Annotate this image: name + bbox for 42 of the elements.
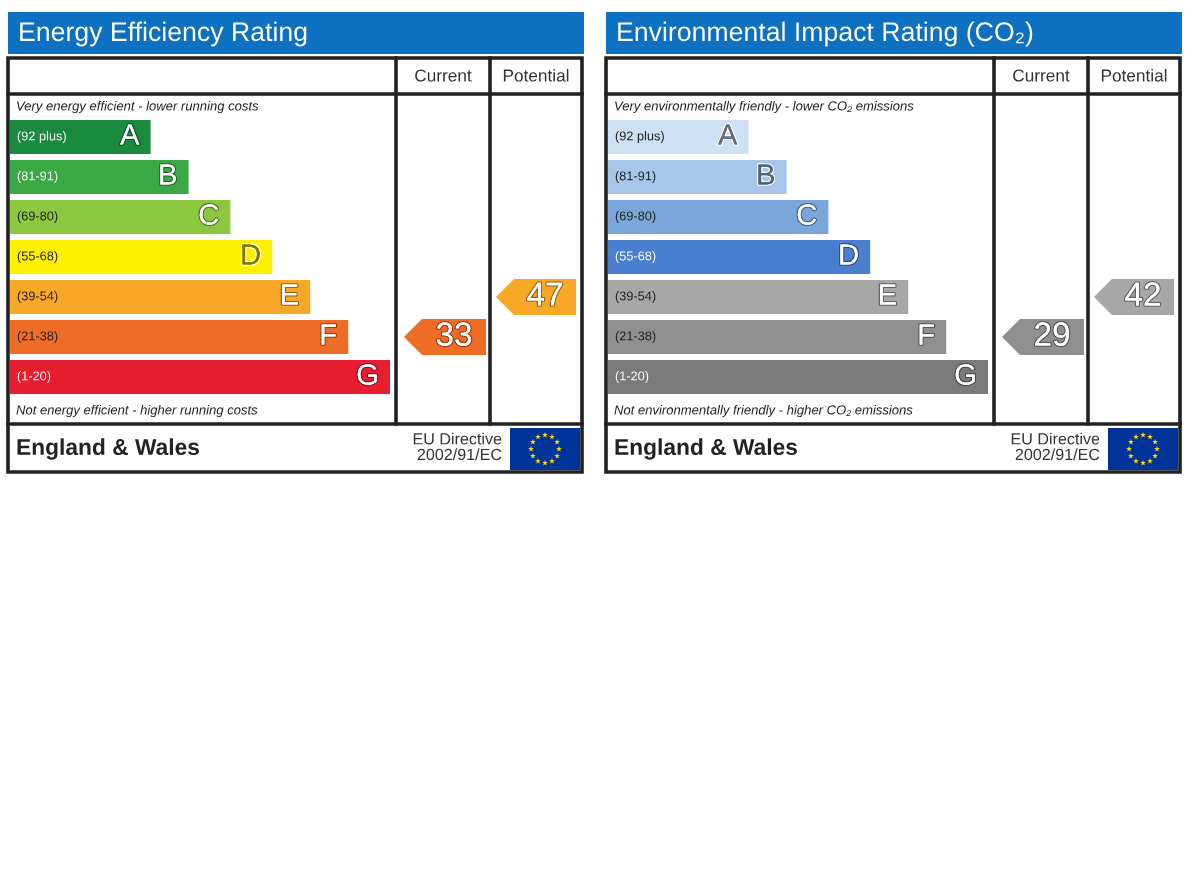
text: EU Directive 2002/91/EC bbox=[413, 432, 502, 461]
y2-tick-label: B bbox=[160, 164, 176, 185]
y2-tick-label: C bbox=[797, 204, 817, 225]
chart-title: Energy Efficiency Rating bbox=[20, 21, 307, 47]
bar bbox=[10, 280, 311, 314]
bar bbox=[10, 240, 273, 274]
bar bbox=[608, 280, 909, 314]
bar bbox=[10, 320, 349, 354]
text: EU Directive 2002/91/EC bbox=[1011, 432, 1100, 461]
y2-tick-label: F bbox=[919, 324, 934, 345]
text: England & Wales bbox=[17, 438, 199, 460]
bar bbox=[10, 160, 189, 194]
bar bbox=[608, 320, 947, 354]
y2-tick-label: G bbox=[955, 364, 975, 385]
bar bbox=[608, 360, 988, 394]
bar bbox=[608, 240, 871, 274]
bar bbox=[608, 120, 749, 154]
y2-tick-label: A bbox=[120, 124, 140, 145]
y2-tick-label: F bbox=[321, 324, 336, 345]
bar bbox=[10, 360, 390, 394]
text: Potential bbox=[1101, 68, 1167, 82]
bar bbox=[608, 160, 787, 194]
text: Current bbox=[415, 69, 472, 82]
y2-tick-label: C bbox=[199, 204, 219, 225]
y2-tick-label: D bbox=[840, 244, 858, 265]
bar bbox=[608, 200, 829, 234]
bar bbox=[10, 120, 151, 154]
y2-tick-label: D bbox=[242, 244, 260, 265]
text: 29 bbox=[1035, 322, 1069, 346]
y2-tick-label: E bbox=[282, 284, 298, 305]
y2-tick-label: E bbox=[880, 284, 896, 305]
y2-tick-label: A bbox=[718, 124, 738, 145]
bar bbox=[10, 200, 231, 234]
chart-title: Environmental Impact Rating (CO₂) bbox=[618, 21, 1033, 47]
text: 47 bbox=[527, 282, 562, 306]
text: 33 bbox=[436, 322, 472, 346]
text: 42 bbox=[1125, 282, 1160, 306]
y2-tick-label: B bbox=[758, 164, 774, 185]
text: Potential bbox=[503, 68, 569, 82]
y2-tick-label: G bbox=[357, 364, 377, 385]
text: Current bbox=[1013, 69, 1070, 82]
text: England & Wales bbox=[615, 438, 797, 460]
